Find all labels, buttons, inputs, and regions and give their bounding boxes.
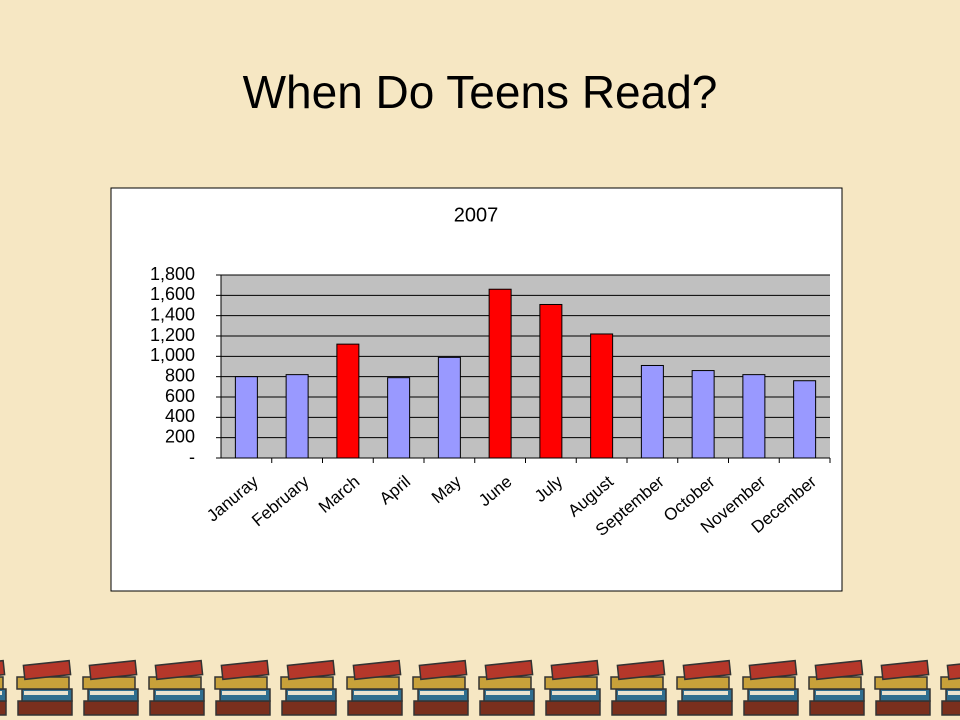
y-tick-label: 1,000 [150, 345, 195, 365]
bar [285, 374, 309, 459]
bar [387, 377, 411, 459]
bar [488, 288, 512, 459]
slide-title: When Do Teens Read? [243, 66, 718, 118]
chart-title: 2007 [454, 204, 499, 226]
y-tick-label: 1,800 [150, 264, 195, 284]
y-tick-label: 1,600 [150, 284, 195, 304]
y-tick-label: 1,400 [150, 304, 195, 324]
y-tick-label: 800 [165, 365, 195, 385]
y-tick-label: 200 [165, 426, 195, 446]
y-tick-label: 1,200 [150, 325, 195, 345]
bar [437, 356, 461, 459]
y-tick-label: - [189, 447, 195, 467]
y-tick-label: 400 [165, 406, 195, 426]
bar [691, 370, 715, 459]
bar [793, 380, 817, 459]
bar [640, 364, 664, 459]
book-border [0, 655, 960, 720]
bar [590, 333, 614, 459]
plot-area [221, 275, 830, 458]
y-tick-label: 600 [165, 386, 195, 406]
bar [539, 303, 563, 459]
bar [336, 343, 360, 459]
bar [742, 374, 766, 459]
bar [234, 376, 258, 459]
